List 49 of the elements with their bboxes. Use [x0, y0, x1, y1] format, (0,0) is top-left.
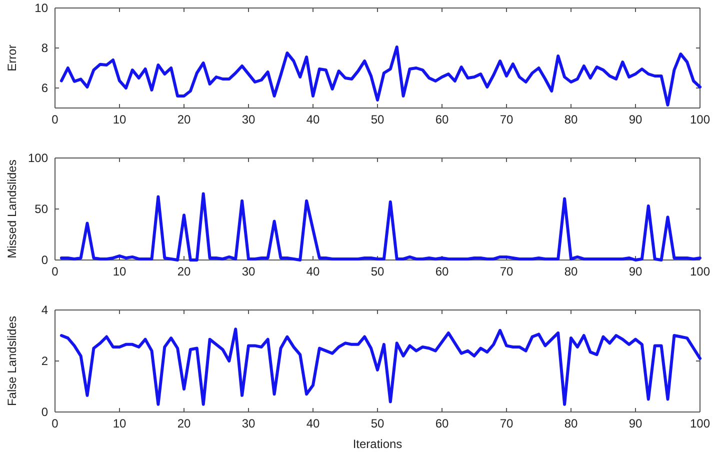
- x-tick-label: 30: [242, 112, 256, 127]
- line-series: [60, 46, 702, 106]
- y-tick-label: 0: [41, 252, 48, 267]
- x-tick-label: 20: [177, 264, 191, 279]
- x-tick-label: 90: [628, 264, 642, 279]
- line-series: [60, 192, 702, 262]
- line-series: [60, 328, 702, 406]
- y-tick-label: 100: [28, 150, 48, 165]
- x-tick-label: 40: [306, 112, 320, 127]
- x-tick-label: 10: [112, 416, 126, 431]
- x-tick-label: 30: [242, 264, 256, 279]
- y-tick-label: 50: [34, 202, 48, 216]
- x-tick-label: 80: [564, 112, 578, 127]
- x-tick-label: 60: [435, 264, 449, 279]
- y-axis-title: False Landslides: [5, 316, 19, 406]
- x-tick-label: 80: [564, 416, 578, 431]
- x-tick-label: 100: [690, 416, 710, 431]
- x-tick-label: 60: [435, 112, 449, 127]
- y-tick-label: 0: [41, 404, 48, 419]
- x-tick-label: 90: [628, 112, 642, 127]
- x-tick-label: 40: [306, 416, 320, 431]
- x-tick-label: 50: [370, 112, 384, 127]
- x-tick-label: 10: [112, 264, 126, 279]
- x-tick-label: 20: [177, 112, 191, 127]
- y-tick-label: 2: [41, 354, 48, 368]
- x-tick-label: 30: [242, 416, 256, 431]
- x-tick-label: 50: [370, 264, 384, 279]
- y-axis-title: Error: [5, 44, 19, 72]
- x-tick-label: 60: [435, 416, 449, 431]
- x-tick-label: 90: [628, 416, 642, 431]
- x-tick-label: 0: [52, 264, 59, 279]
- y-tick-label: 6: [41, 80, 48, 95]
- x-tick-label: 40: [306, 264, 320, 279]
- x-tick-label: 0: [52, 416, 59, 431]
- y-tick-label: 10: [34, 0, 48, 15]
- x-tick-label: 70: [500, 416, 514, 431]
- y-tick-label: 8: [41, 40, 48, 55]
- x-tick-label: 50: [370, 416, 384, 431]
- y-tick-label: 4: [41, 302, 48, 317]
- x-tick-label: 0: [52, 112, 59, 127]
- x-tick-label: 100: [690, 264, 710, 279]
- x-tick-label: 70: [500, 264, 514, 279]
- x-tick-label: 70: [500, 112, 514, 127]
- x-tick-label: 100: [690, 112, 710, 127]
- y-axis-title: Missed Landslides: [5, 160, 19, 258]
- x-axis-title: Iterations: [352, 437, 402, 451]
- x-tick-label: 20: [177, 416, 191, 431]
- x-tick-label: 80: [564, 264, 578, 279]
- x-tick-label: 10: [112, 112, 126, 127]
